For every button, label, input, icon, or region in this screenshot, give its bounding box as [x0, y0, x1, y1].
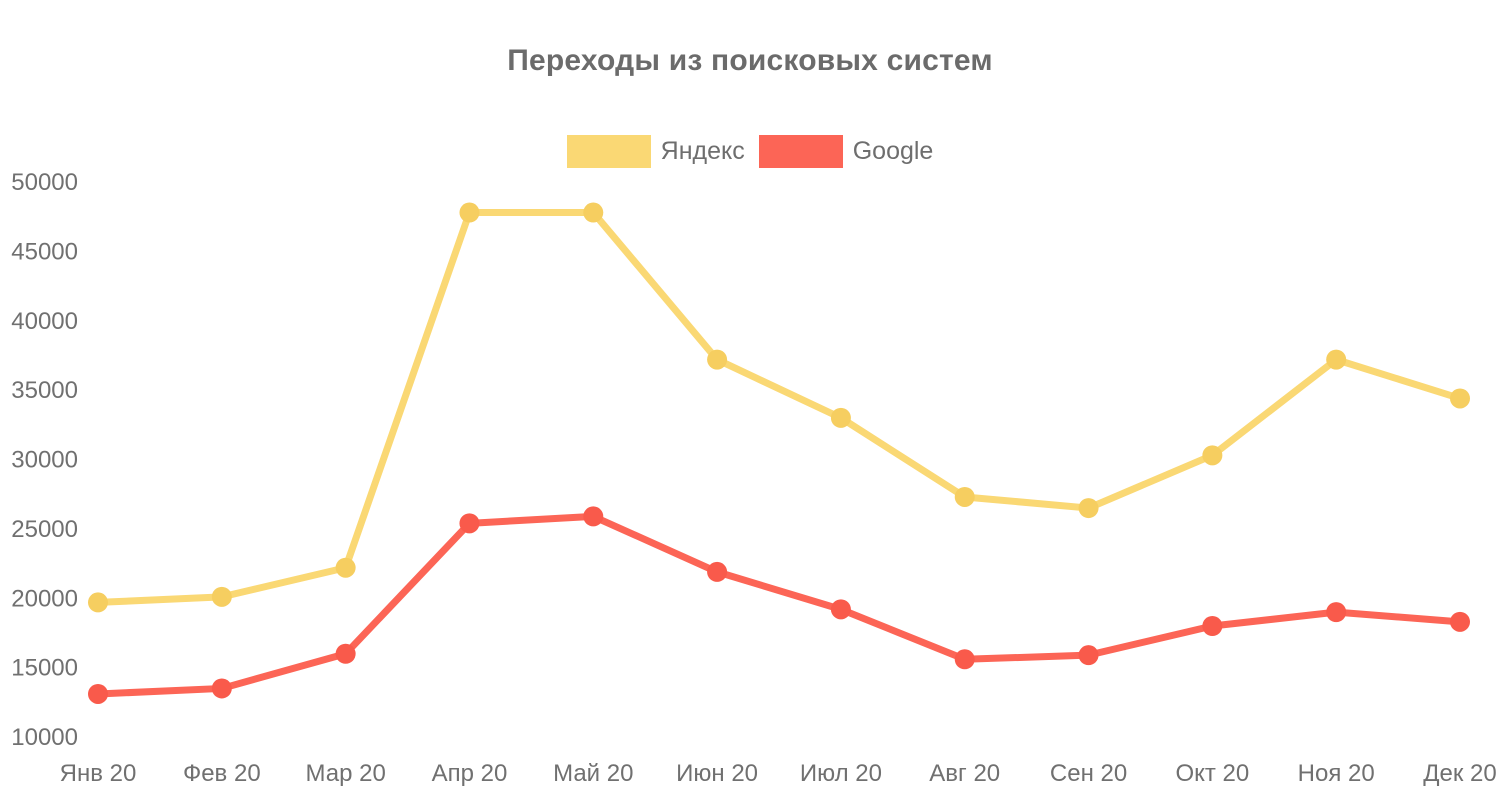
y-tick-label: 25000	[11, 516, 78, 543]
y-tick-label: 40000	[11, 308, 78, 335]
data-point-google-Июн 20	[707, 561, 728, 582]
x-tick-label: Апр 20	[432, 760, 508, 787]
x-tick-label: Июл 20	[800, 760, 882, 787]
data-point-яндекс-Ноя 20	[1326, 349, 1347, 370]
data-point-google-Май 20	[583, 506, 604, 527]
y-tick-label: 35000	[11, 377, 78, 404]
x-tick-label: Июн 20	[676, 760, 758, 787]
data-point-google-Окт 20	[1202, 616, 1223, 636]
x-tick-label: Май 20	[553, 760, 633, 787]
y-tick-label: 20000	[11, 585, 78, 612]
data-point-яндекс-Апр 20	[459, 202, 480, 223]
y-tick-label: 50000	[11, 169, 78, 196]
data-point-google-Янв 20	[88, 683, 108, 704]
legend-swatch-google	[758, 135, 843, 168]
data-point-яндекс-Окт 20	[1202, 445, 1223, 466]
series-line-google	[94, 512, 1464, 698]
x-tick-label: Мар 20	[305, 760, 385, 787]
legend-item-yandex: Яндекс	[566, 135, 745, 168]
data-point-google-Сен 20	[1078, 645, 1099, 666]
x-tick-label: Фев 20	[183, 760, 261, 787]
data-point-яндекс-Июн 20	[707, 349, 728, 370]
data-point-google-Мар 20	[335, 643, 356, 664]
y-tick-label: 30000	[11, 447, 78, 474]
x-tick-label: Сен 20	[1050, 760, 1127, 787]
legend-label-yandex: Яндекс	[660, 137, 745, 165]
chart-title: Переходы из поисковых систем	[507, 44, 993, 77]
data-point-яндекс-Сен 20	[1078, 498, 1099, 519]
data-point-google-Авг 20	[954, 649, 975, 670]
x-tick-label: Дек 20	[1423, 760, 1496, 787]
data-point-яндекс-Янв 20	[88, 592, 108, 613]
series-line-яндекс	[94, 209, 1464, 606]
x-tick-label: Авг 20	[929, 760, 1000, 787]
data-point-google-Дек 20	[1450, 611, 1470, 632]
legend-item-google: Google	[758, 135, 934, 168]
data-point-яндекс-Мар 20	[335, 557, 356, 578]
y-tick-label: 15000	[11, 655, 78, 682]
x-tick-label: Янв 20	[60, 760, 137, 787]
x-tick-label: Окт 20	[1175, 760, 1249, 787]
legend-label-google: Google	[852, 137, 934, 165]
data-point-google-Ноя 20	[1326, 602, 1347, 623]
y-tick-label: 10000	[11, 724, 78, 751]
data-point-яндекс-Май 20	[583, 202, 604, 223]
y-tick-label: 45000	[11, 238, 78, 265]
x-tick-label: Ноя 20	[1298, 760, 1375, 787]
data-point-яндекс-Дек 20	[1450, 388, 1470, 409]
data-point-яндекс-Фев 20	[211, 586, 232, 607]
data-point-google-Фев 20	[211, 678, 232, 699]
data-point-яндекс-Июл 20	[830, 407, 851, 428]
legend-swatch-yandex	[566, 135, 651, 168]
data-point-google-Апр 20	[459, 513, 480, 534]
data-point-google-Июл 20	[830, 599, 851, 620]
chart-legend: Яндекс Google	[0, 135, 1500, 168]
data-point-яндекс-Авг 20	[954, 486, 975, 507]
